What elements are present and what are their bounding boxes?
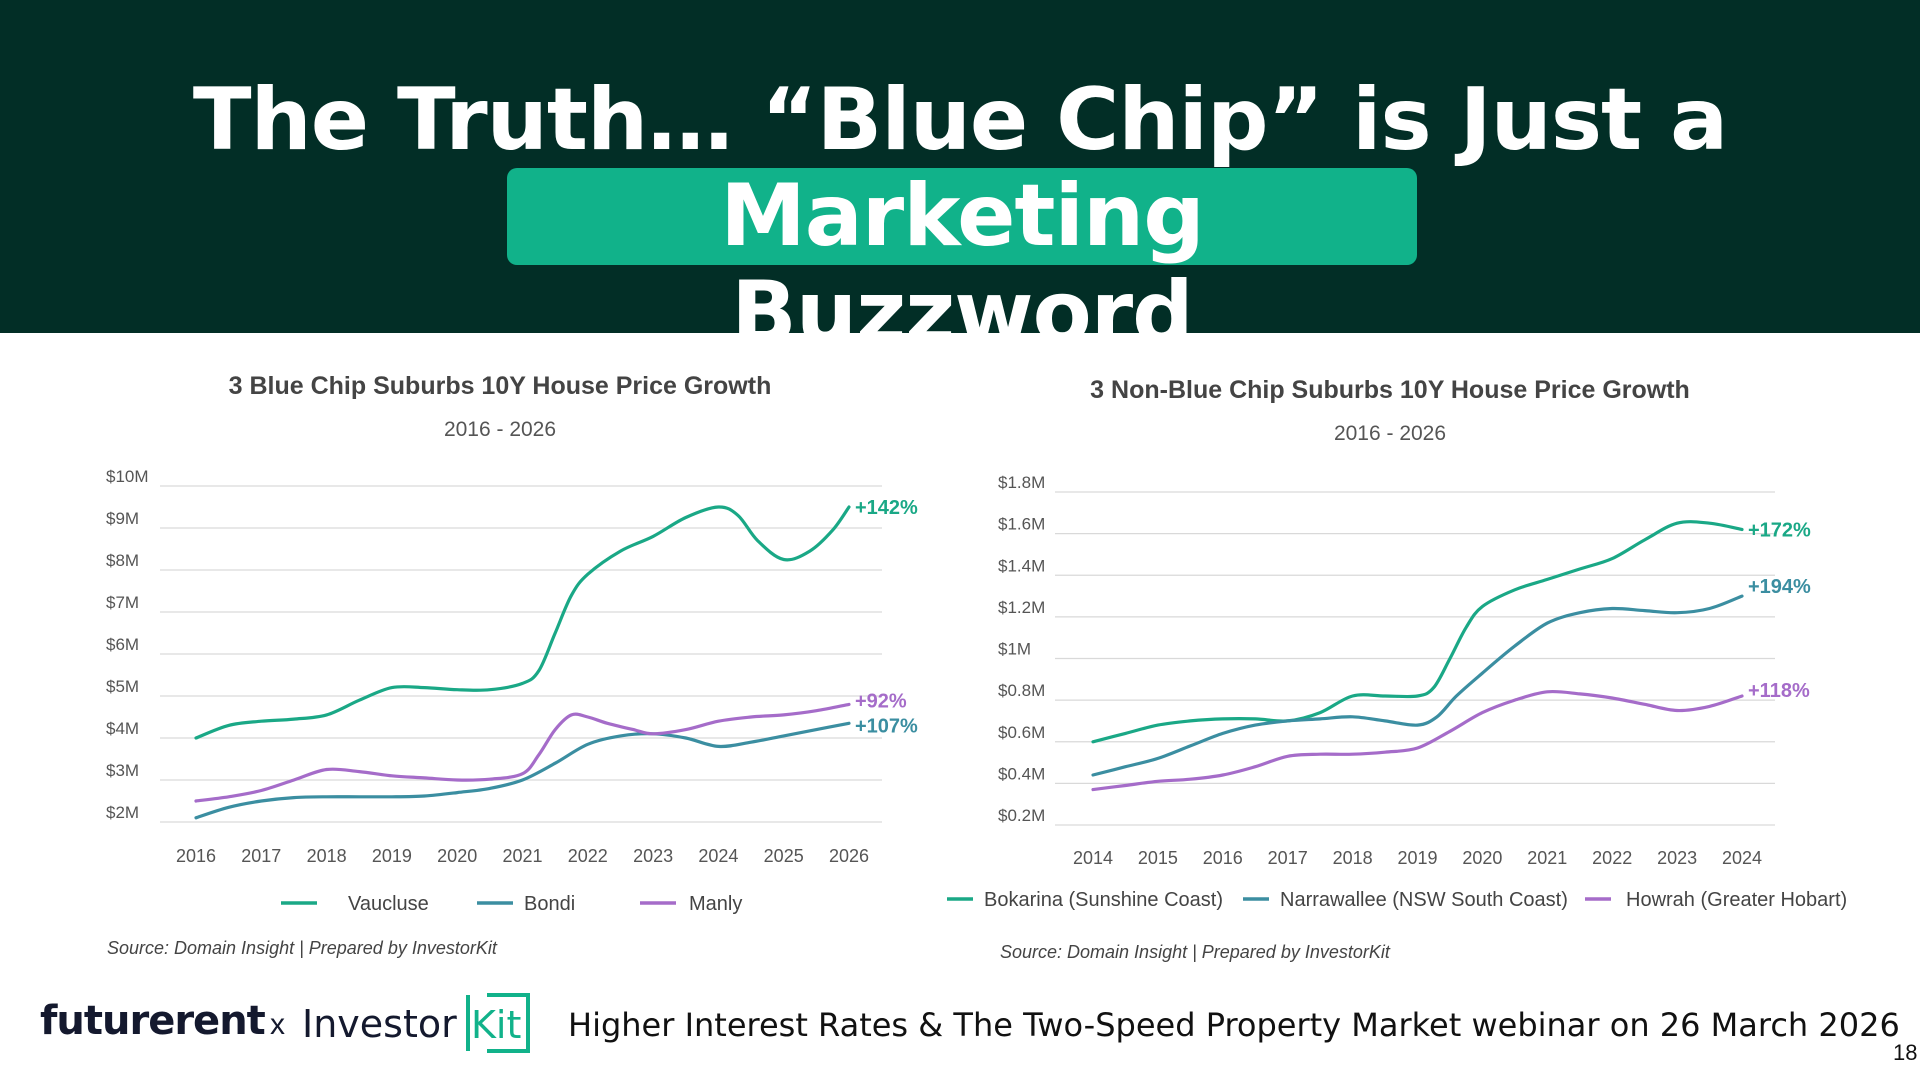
growth-label: +118% [1748,680,1810,702]
title-highlight [507,168,1417,265]
x-tick-label: 2024 [698,846,738,866]
slide-title-line2: Marketing Buzzword [720,166,1205,363]
header-banner: The Truth… “Blue Chip” is Just a Marketi… [0,0,1920,363]
investorkit-logo: Investor [302,1002,457,1046]
series-line-manly [194,702,851,803]
y-tick-label: $6M [106,635,139,654]
series-line-howrah [1091,689,1744,792]
x-tick-label: 2022 [1592,848,1632,868]
legend-label: Bondi [524,893,575,915]
plot-area: $0.2M $0.4M $0.6M $0.8M $1M $1.2M $1.4M $1.6M $1… [947,473,1847,911]
x-tick-label: 2018 [307,846,347,866]
y-tick-label: $1.2M [998,598,1045,617]
logo-separator: x [270,1008,285,1041]
y-tick-label: $8M [106,551,139,570]
plot-area: $2M $3M $4M $5M $6M $7M $8M $9M $10M 2016 2017 2018… [106,467,918,915]
y-tick-label: $1.6M [998,515,1045,534]
growth-label: +142% [855,497,918,519]
blue-chip-chart: 3 Blue Chip Suburbs 10Y House Price Grow… [106,372,918,958]
x-tick-label: 2014 [1073,848,1113,868]
y-tick-label: $10M [106,467,149,486]
futurerent-logo: futurerent [40,998,266,1044]
y-tick-label: $3M [106,761,139,780]
growth-label: +92% [855,690,907,712]
kit-wordmark: Kit [471,1003,521,1047]
x-tick-label: 2025 [764,846,804,866]
x-tick-label: 2016 [176,846,216,866]
webinar-caption: Higher Interest Rates & The Two-Speed Pr… [568,1006,1900,1044]
x-tick-label: 2023 [1657,848,1697,868]
x-tick-label: 2022 [568,846,608,866]
legend-label: Vaucluse [348,893,429,915]
y-tick-label: $5M [106,677,139,696]
chart-subtitle: 2016 - 2026 [444,418,556,441]
x-tick-label: 2026 [829,846,869,866]
y-tick-label: $1.4M [998,556,1045,575]
non-blue-chip-chart: 3 Non-Blue Chip Suburbs 10Y House Price … [947,376,1847,962]
page-number: 18 [1893,1040,1918,1065]
legend-label: Bokarina (Sunshine Coast) [984,889,1223,911]
chart-title: 3 Non-Blue Chip Suburbs 10Y House Price … [1090,376,1690,404]
x-tick-label: 2015 [1138,848,1178,868]
x-tick-label: 2020 [437,846,477,866]
y-tick-label: $2M [106,803,139,822]
legend-label: Manly [689,893,742,915]
y-tick-label: $0.2M [998,806,1045,825]
chart-subtitle: 2016 - 2026 [1334,422,1446,445]
kit-logo-box: Kit [466,993,530,1053]
x-tick-label: 2021 [502,846,542,866]
slide-title-line1: The Truth… “Blue Chip” is Just a [192,70,1728,170]
growth-label: +107% [855,715,918,737]
x-tick-label: 2019 [372,846,412,866]
legend-label: Howrah (Greater Hobart) [1626,889,1847,911]
series-line-vaucluse [194,505,851,740]
growth-label: +194% [1748,576,1811,598]
x-tick-label: 2018 [1333,848,1373,868]
x-tick-label: 2017 [1268,848,1308,868]
chart-source: Source: Domain Insight | Prepared by Inv… [1000,942,1391,962]
chart-title: 3 Blue Chip Suburbs 10Y House Price Grow… [229,372,772,400]
y-tick-label: $0.8M [998,681,1045,700]
x-tick-label: 2017 [241,846,281,866]
series-line-narrawallee [1091,594,1744,777]
y-tick-label: $0.6M [998,723,1045,742]
x-tick-label: 2024 [1722,848,1762,868]
chart-source: Source: Domain Insight | Prepared by Inv… [107,938,498,958]
y-tick-label: $9M [106,509,139,528]
growth-label: +172% [1748,519,1811,541]
x-tick-label: 2021 [1527,848,1567,868]
x-tick-label: 2023 [633,846,673,866]
y-tick-label: $7M [106,593,139,612]
y-tick-label: $4M [106,719,139,738]
x-tick-label: 2020 [1462,848,1502,868]
series-line-bokarina [1091,520,1744,744]
x-tick-label: 2019 [1397,848,1437,868]
y-tick-label: $0.4M [998,764,1045,783]
series-line-bondi [194,721,851,820]
y-tick-label: $1M [998,640,1031,659]
y-tick-label: $1.8M [998,473,1045,492]
legend-label: Narrawallee (NSW South Coast) [1280,889,1568,911]
investor-wordmark: Investor [302,1002,457,1046]
x-tick-label: 2016 [1203,848,1243,868]
